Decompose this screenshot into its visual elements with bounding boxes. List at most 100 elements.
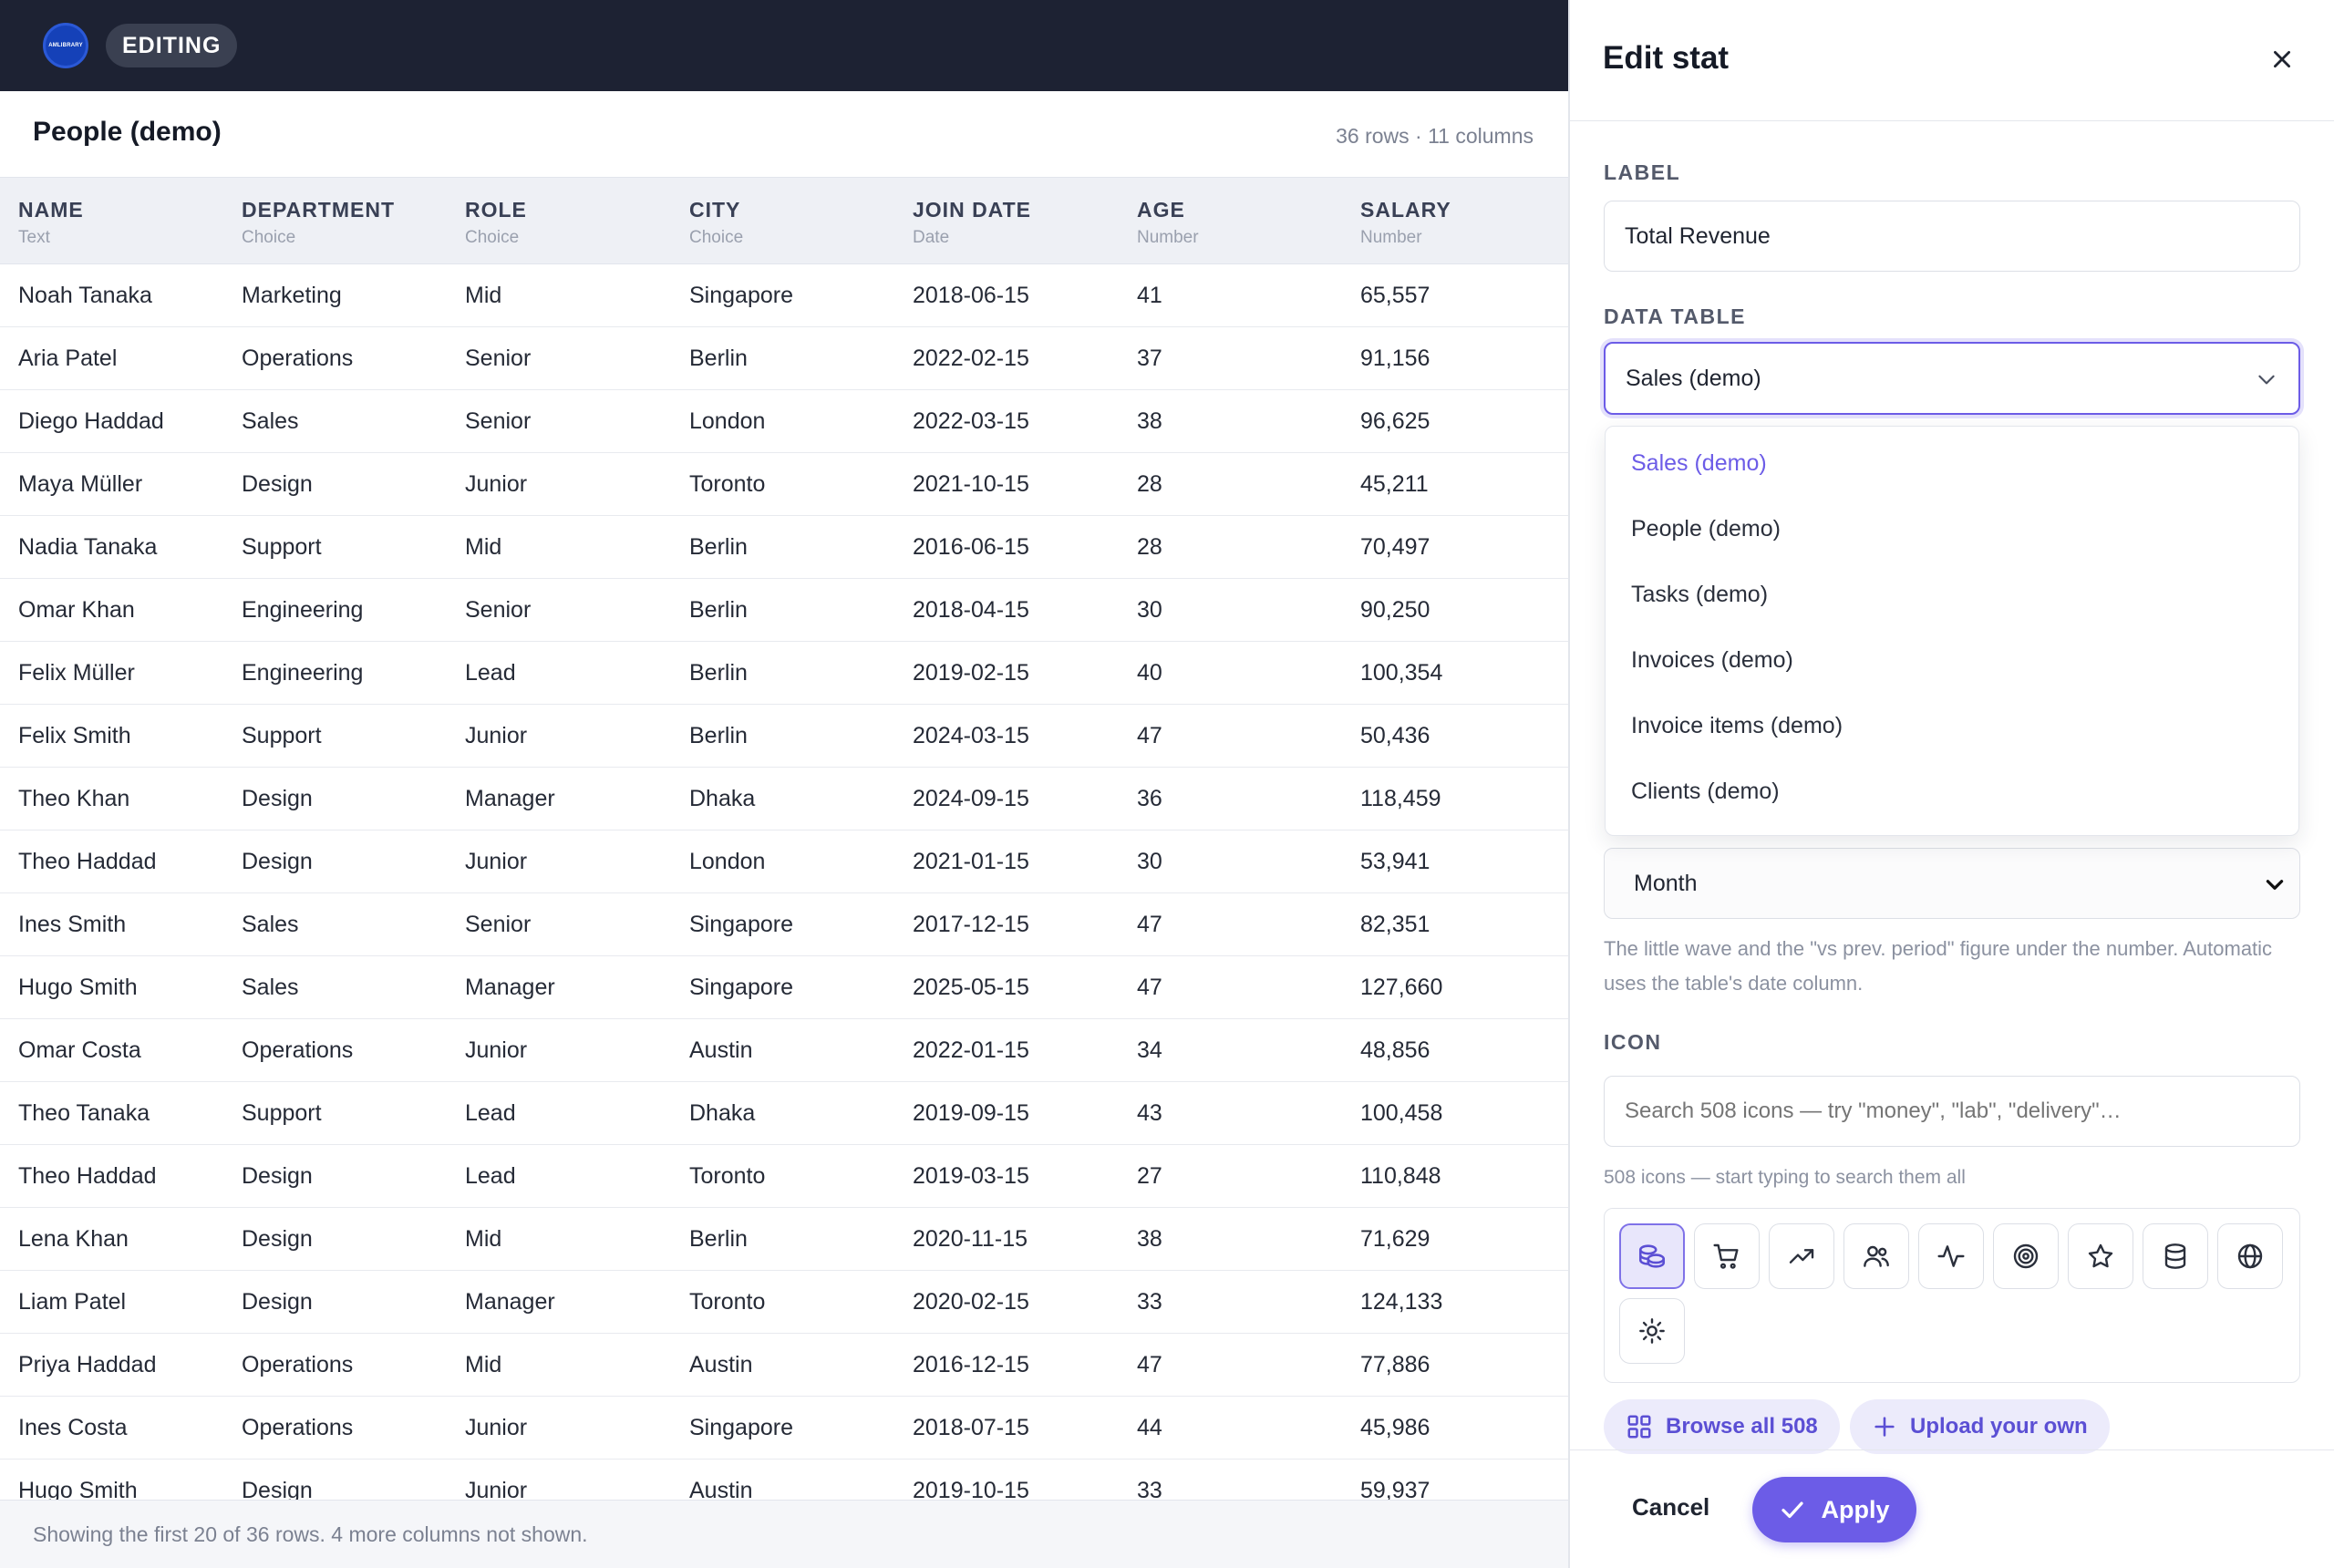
dropdown-option[interactable]: Clients (demo) xyxy=(1631,779,1780,804)
column-name: ROLE xyxy=(465,198,527,222)
table-cell: Toronto xyxy=(689,1289,766,1315)
table-cell: 2019-02-15 xyxy=(913,660,1029,686)
data-table-section-title: DATA TABLE xyxy=(1604,304,1746,328)
table-row[interactable]: Diego Haddad Sales Senior London 2022-03-15 3… xyxy=(0,390,1568,453)
icon-option-target[interactable] xyxy=(1993,1223,2059,1289)
table-cell: 100,458 xyxy=(1360,1100,1443,1126)
column-type: Number xyxy=(1137,228,1199,247)
column-name: AGE xyxy=(1137,198,1185,222)
table-cell: 59,937 xyxy=(1360,1478,1430,1500)
table-cell: 2021-10-15 xyxy=(913,471,1029,497)
data-table-select[interactable]: Sales (demo) xyxy=(1604,342,2300,415)
icon-option-coins[interactable] xyxy=(1619,1223,1685,1289)
table-row[interactable]: Theo Haddad Design Lead Toronto 2019-03-15 27… xyxy=(0,1145,1568,1208)
column-header[interactable]: CITY Choice xyxy=(689,198,743,248)
table-cell: 2022-03-15 xyxy=(913,408,1029,434)
table-cell: 2022-01-15 xyxy=(913,1037,1029,1063)
upload-label: Upload your own xyxy=(1910,1414,2088,1439)
table-cell: 2018-04-15 xyxy=(913,597,1029,623)
table-row[interactable]: Hugo Smith Design Junior Austin 2019-10-15 33… xyxy=(0,1460,1568,1500)
table-row[interactable]: Nadia Tanaka Support Mid Berlin 2016-06-15 28… xyxy=(0,516,1568,579)
column-header[interactable]: SALARY Number xyxy=(1360,198,1451,248)
column-name: NAME xyxy=(18,198,84,222)
table-cell: 28 xyxy=(1137,534,1162,560)
table-cell: 28 xyxy=(1137,471,1162,497)
table-cell: Mid xyxy=(465,1352,502,1377)
table-row[interactable]: Theo Haddad Design Junior London 2021-01-15 3… xyxy=(0,830,1568,893)
table-cell: 43 xyxy=(1137,1100,1162,1126)
table-cell: 33 xyxy=(1137,1478,1162,1500)
cancel-button[interactable]: Cancel xyxy=(1632,1493,1710,1521)
dropdown-option[interactable]: People (demo) xyxy=(1631,516,1781,542)
table-cell: Manager xyxy=(465,786,555,811)
users-icon xyxy=(1864,1245,1889,1267)
label-input[interactable] xyxy=(1604,201,2300,272)
app-logo[interactable]: AMLIBRARY xyxy=(43,23,88,68)
dropdown-option[interactable]: Invoice items (demo) xyxy=(1631,713,1843,738)
table-cell: 53,941 xyxy=(1360,849,1430,874)
table-cell: Senior xyxy=(465,597,532,623)
table-row[interactable]: Ines Smith Sales Senior Singapore 2017-12-15… xyxy=(0,893,1568,956)
icon-option-trending-up[interactable] xyxy=(1769,1223,1834,1289)
column-header[interactable]: AGE Number xyxy=(1137,198,1199,248)
table-cell: 36 xyxy=(1137,786,1162,811)
table-header-bar: People (demo) 36 rows · 11 columns xyxy=(0,91,1568,177)
table-row[interactable]: Hugo Smith Sales Manager Singapore 2025-05-1… xyxy=(0,956,1568,1019)
column-header[interactable]: ROLE Choice xyxy=(465,198,527,248)
icon-option-activity[interactable] xyxy=(1918,1223,1984,1289)
table-row[interactable]: Omar Costa Operations Junior Austin 2022-01-… xyxy=(0,1019,1568,1082)
table-row[interactable]: Liam Patel Design Manager Toronto 2020-02-15… xyxy=(0,1271,1568,1334)
table-row[interactable]: Aria Patel Operations Senior Berlin 2022-02-… xyxy=(0,327,1568,390)
icon-option-database[interactable] xyxy=(2143,1223,2208,1289)
table-cell: Omar Costa xyxy=(18,1037,141,1063)
browse-all-icons-button[interactable]: Browse all 508 xyxy=(1604,1399,1840,1454)
table-cell: London xyxy=(689,849,766,874)
table-cell: 2018-07-15 xyxy=(913,1415,1029,1440)
dropdown-option[interactable]: Sales (demo) xyxy=(1631,450,1767,476)
column-type: Choice xyxy=(242,228,296,247)
table-row[interactable]: Theo Khan Design Manager Dhaka 2024-09-15 36 1… xyxy=(0,768,1568,830)
table-row[interactable]: Felix Müller Engineering Lead Berlin 2019-02… xyxy=(0,642,1568,705)
table-cell: Hugo Smith xyxy=(18,975,138,1000)
table-row[interactable]: Ines Costa Operations Junior Singapore 2018-… xyxy=(0,1397,1568,1460)
table-cell: 2017-12-15 xyxy=(913,912,1029,937)
period-select[interactable]: Month xyxy=(1604,848,2300,919)
column-header[interactable]: NAME Text xyxy=(18,198,84,248)
table-cell: Berlin xyxy=(689,660,748,686)
table-row[interactable]: Priya Haddad Operations Mid Austin 2016-12-1… xyxy=(0,1334,1568,1397)
table-row[interactable]: Maya Müller Design Junior Toronto 2021-10-15… xyxy=(0,453,1568,516)
table-row[interactable]: Felix Smith Support Junior Berlin 2024-03-15… xyxy=(0,705,1568,768)
icon-option-globe[interactable] xyxy=(2217,1223,2283,1289)
icon-option-users[interactable] xyxy=(1843,1223,1909,1289)
icon-option-star[interactable] xyxy=(2068,1223,2133,1289)
table-cell: Lead xyxy=(465,1100,516,1126)
table-row[interactable]: Theo Tanaka Support Lead Dhaka 2019-09-15 43 1… xyxy=(0,1082,1568,1145)
icon-search-input[interactable] xyxy=(1604,1076,2300,1147)
check-icon xyxy=(1781,1501,1804,1519)
dropdown-option[interactable]: Tasks (demo) xyxy=(1631,582,1769,607)
table-cell: Sales xyxy=(242,912,299,937)
table-cell: Engineering xyxy=(242,660,364,686)
apply-button[interactable]: Apply xyxy=(1752,1477,1916,1542)
table-cell: Singapore xyxy=(689,1415,793,1440)
dropdown-option[interactable]: Invoices (demo) xyxy=(1631,647,1793,673)
table-cell: Junior xyxy=(465,471,528,497)
table-row[interactable]: Lena Khan Design Mid Berlin 2020-11-15 38 71,6… xyxy=(0,1208,1568,1271)
table-cell: 90,250 xyxy=(1360,597,1430,623)
column-type: Number xyxy=(1360,228,1422,247)
table-row[interactable]: Omar Khan Engineering Senior Berlin 2018-04-… xyxy=(0,579,1568,642)
table-cell: Junior xyxy=(465,1037,528,1063)
icon-option-cart[interactable] xyxy=(1694,1223,1760,1289)
close-button[interactable] xyxy=(2259,36,2305,82)
column-header[interactable]: DEPARTMENT Choice xyxy=(242,198,395,248)
table-cell: Dhaka xyxy=(689,1100,756,1126)
table-cell: Mid xyxy=(465,283,502,308)
column-header[interactable]: JOIN DATE Date xyxy=(913,198,1031,248)
table-cell: 70,497 xyxy=(1360,534,1430,560)
table-cell: Design xyxy=(242,1226,313,1252)
upload-icon-button[interactable]: Upload your own xyxy=(1850,1399,2110,1454)
table-cell: Berlin xyxy=(689,1226,748,1252)
table-cell: 47 xyxy=(1137,723,1162,748)
table-row[interactable]: Noah Tanaka Marketing Mid Singapore 2018-06-… xyxy=(0,264,1568,327)
icon-option-sun[interactable] xyxy=(1619,1298,1685,1364)
